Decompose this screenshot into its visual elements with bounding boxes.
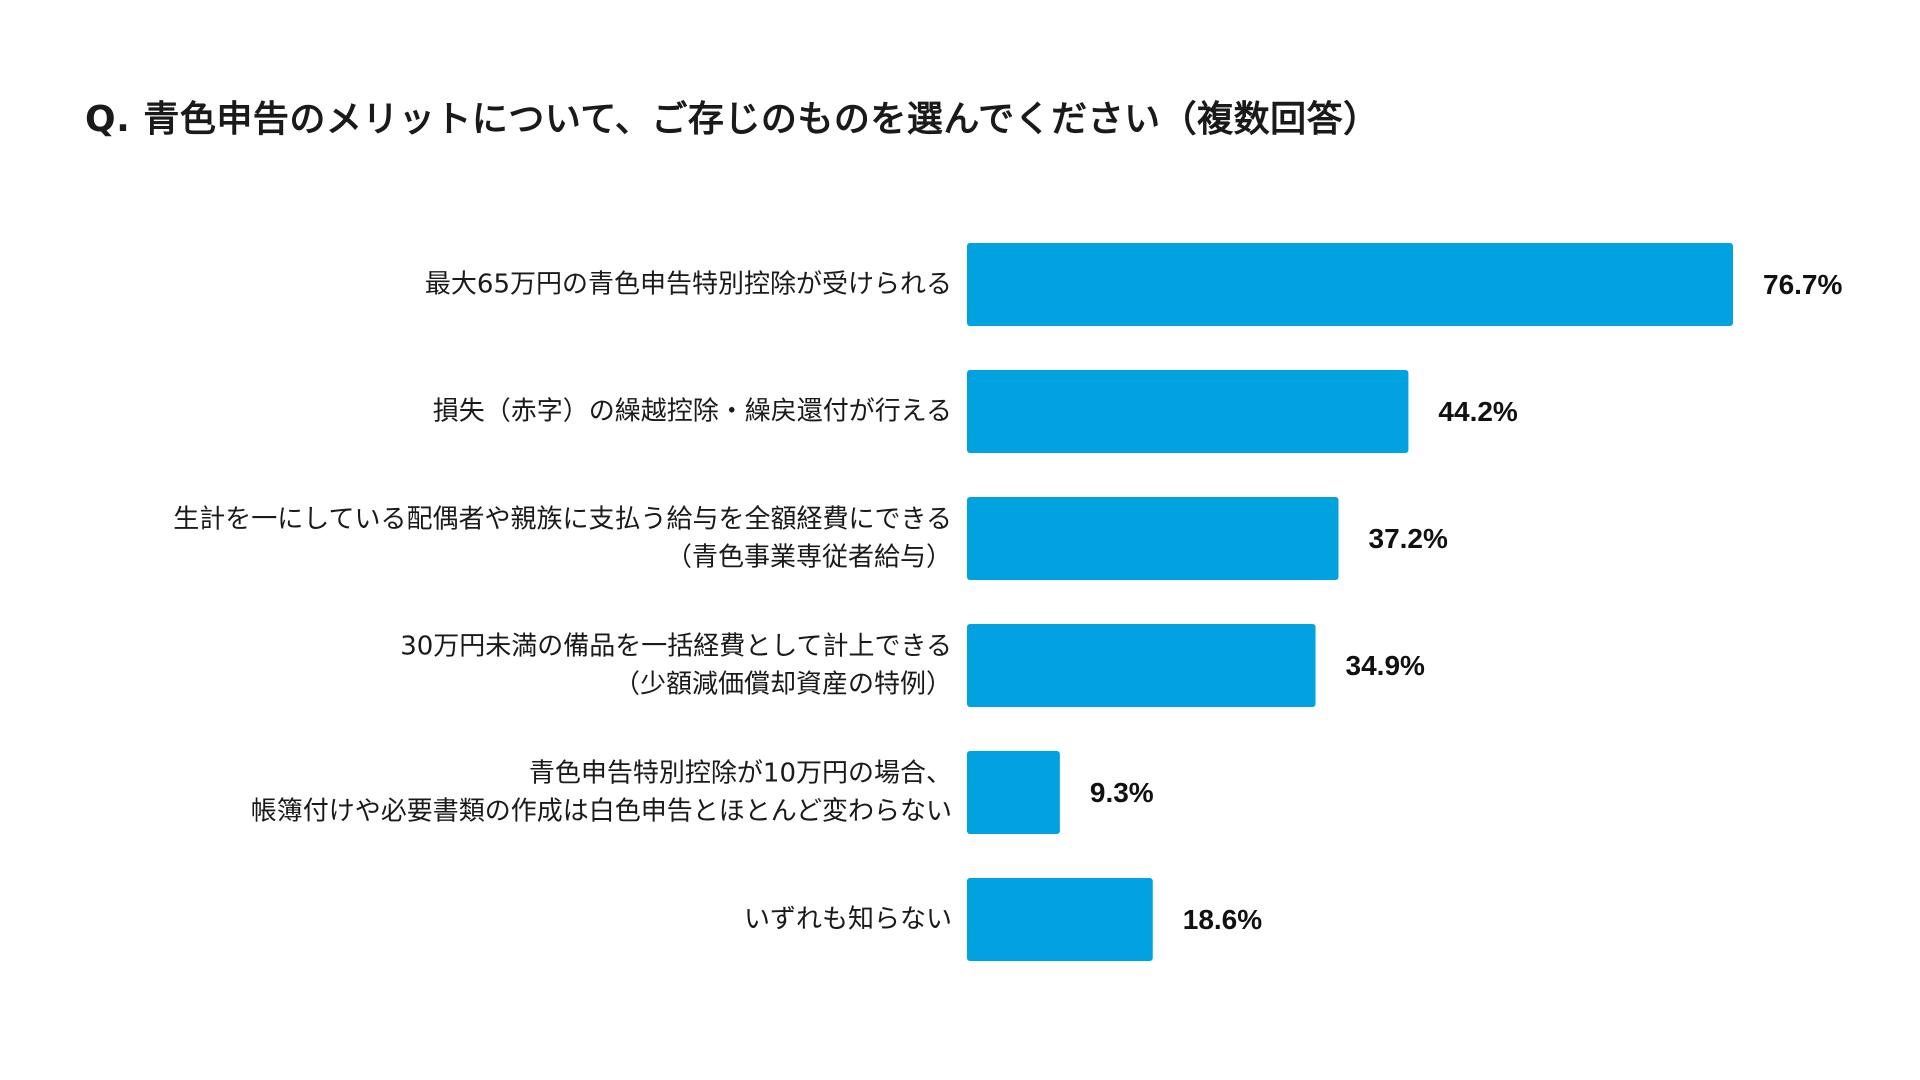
value-label-1: 76.7% xyxy=(1763,269,1842,300)
category-label-4-line-2: （少額減価償却資産の特例） xyxy=(614,670,952,700)
bar-3 xyxy=(967,497,1339,580)
category-label-1: 最大65万円の青色申告特別控除が受けられる xyxy=(425,270,952,300)
category-label-4-line-1: 30万円未満の備品を一括経費として計上できる xyxy=(400,632,952,662)
bar-6 xyxy=(967,878,1153,961)
category-label-3-line-1: 生計を一にしている配偶者や親族に支払う給与を全額経費にできる xyxy=(173,505,952,535)
category-label-5-line-2: 帳簿付けや必要書類の作成は白色申告とほとんど変わらない xyxy=(251,797,952,827)
bar-2 xyxy=(967,370,1409,453)
category-labels-layer: 最大65万円の青色申告特別控除が受けられる損失（赤字）の繰越控除・繰戻還付が行え… xyxy=(173,270,952,935)
value-label-3: 37.2% xyxy=(1369,523,1448,554)
value-label-4: 34.9% xyxy=(1346,650,1425,681)
chart-title: Q. 青色申告のメリットについて、ご存じのものを選んでください（複数回答） xyxy=(85,99,1380,140)
bar-1 xyxy=(967,243,1733,326)
value-labels-layer: 76.7% 44.2% 37.2% 34.9% 9.3% 18.6% xyxy=(1090,269,1843,935)
category-label-2: 損失（赤字）の繰越控除・繰戻還付が行える xyxy=(433,397,952,427)
category-label-6: いずれも知らない xyxy=(744,905,952,935)
bars-layer xyxy=(967,243,1733,961)
bar-5 xyxy=(967,751,1060,834)
bar-4 xyxy=(967,624,1316,707)
category-label-5-line-1: 青色申告特別控除が10万円の場合、 xyxy=(529,759,952,789)
category-label-3-line-2: （青色事業専従者給与） xyxy=(666,543,952,573)
value-label-6: 18.6% xyxy=(1183,904,1262,935)
value-label-5: 9.3% xyxy=(1090,777,1154,808)
value-label-2: 44.2% xyxy=(1438,396,1517,427)
